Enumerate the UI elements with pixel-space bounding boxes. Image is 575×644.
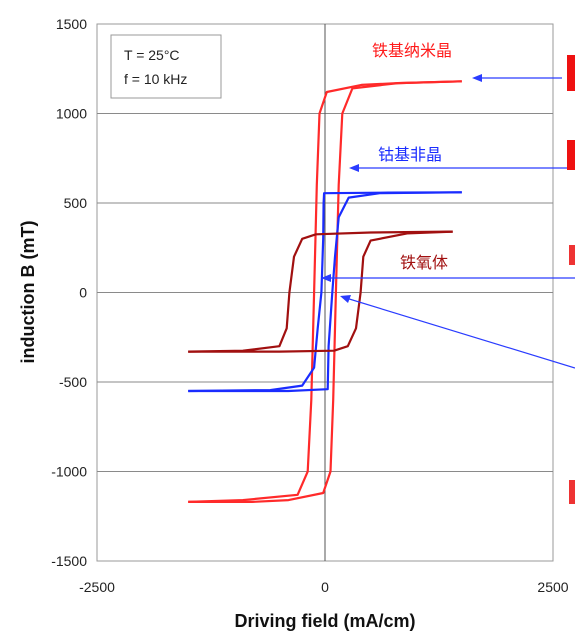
arrowhead-cobalt-amorphous (349, 164, 359, 172)
loop-cobalt-amorphous-ascending-branch (188, 191, 462, 393)
series-label-nanocrystalline: 铁基纳米晶 (372, 41, 452, 60)
y-tick-label: 0 (79, 285, 87, 301)
y-axis-title: induction B (mT) (18, 221, 38, 364)
series-labels: 铁基纳米晶 钴基非晶 铁氧体 (372, 41, 452, 272)
loop-nanocrystalline-descending-branch (188, 80, 462, 503)
grid (97, 24, 553, 561)
x-tick-labels: -2500 0 2500 (79, 579, 569, 595)
y-tick-label: -1000 (51, 464, 87, 480)
y-tick-label: -500 (59, 374, 87, 390)
edge-mark-1 (567, 55, 575, 91)
series-group (188, 80, 462, 503)
loop-cobalt-amorphous-descending-branch (188, 191, 462, 393)
x-tick-label: 0 (321, 579, 329, 595)
arrowhead-diagonal (340, 295, 351, 303)
loop-ferrite (188, 230, 453, 353)
arrowhead-nanocrystalline (472, 74, 482, 82)
series-label-cobalt-amorphous: 钴基非晶 (378, 145, 442, 164)
legend-temperature: T = 25°C (124, 47, 180, 63)
loop-nanocrystalline (188, 80, 462, 503)
y-tick-label: 1000 (56, 106, 87, 122)
x-tick-label: 2500 (537, 579, 568, 595)
y-tick-labels: 1500 1000 500 0 -500 -1000 -1500 (51, 16, 87, 569)
y-tick-label: 1500 (56, 16, 87, 32)
edge-mark-4 (569, 480, 575, 504)
edge-mark-2 (567, 140, 575, 170)
edge-mark-3 (569, 245, 575, 265)
x-axis-title: Driving field (mA/cm) (234, 611, 415, 631)
series-label-ferrite: 铁氧体 (400, 253, 448, 272)
arrowhead-ferrite (321, 274, 331, 282)
loop-cobalt-amorphous (188, 191, 462, 393)
arrow-diagonal (345, 297, 575, 369)
legend-box: T = 25°C f = 10 kHz (110, 34, 222, 99)
y-tick-label: -1500 (51, 553, 87, 569)
loop-nanocrystalline-ascending-branch (188, 80, 462, 503)
x-tick-label: -2500 (79, 579, 115, 595)
legend-frequency: f = 10 kHz (124, 71, 187, 87)
y-tick-label: 500 (64, 195, 88, 211)
annotation-arrows (321, 74, 575, 369)
right-edge-marks (567, 55, 575, 504)
loop-ferrite-ascending-branch (188, 230, 453, 353)
loop-ferrite-descending-branch (188, 230, 453, 353)
